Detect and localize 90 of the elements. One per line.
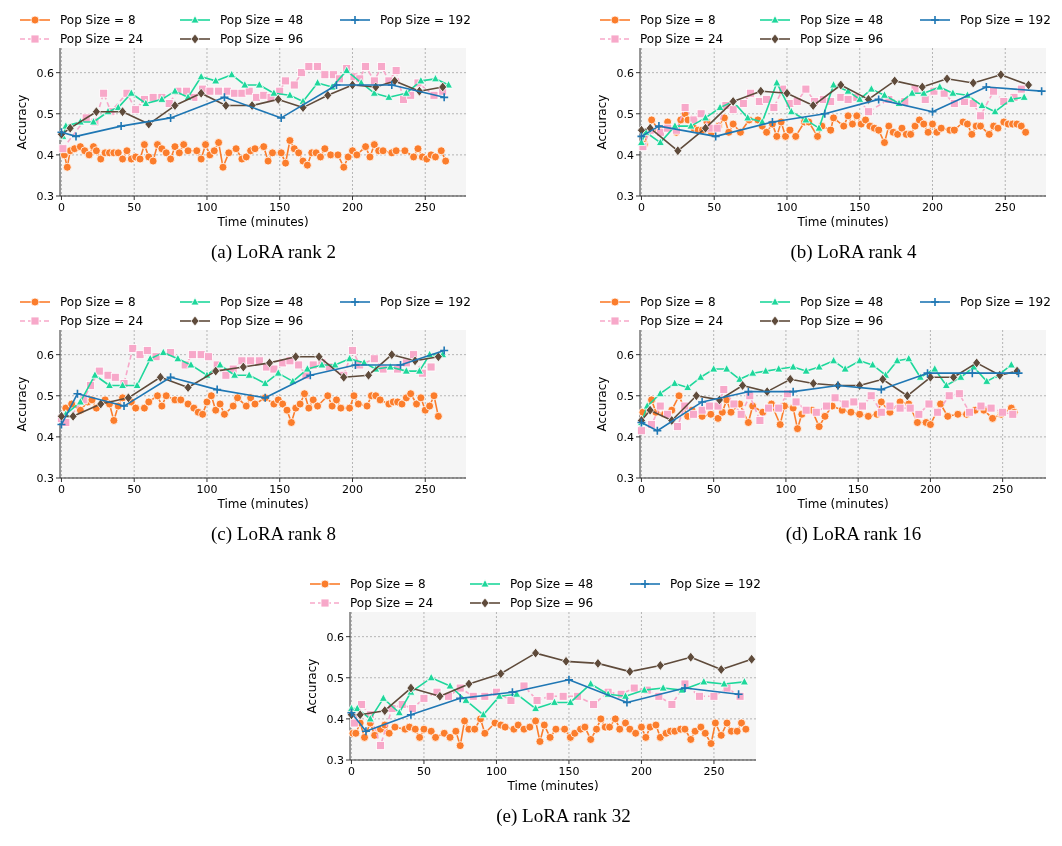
x-tick-label: 250	[992, 483, 1014, 496]
x-tick-label: 0	[347, 765, 355, 778]
y-tick-label: 0.5	[616, 107, 634, 121]
legend-label: Pop Size = 24	[350, 596, 434, 610]
x-tick-label: 250	[414, 483, 436, 496]
x-axis-title: Time (minutes)	[216, 215, 309, 229]
x-axis-title: Time (minutes)	[216, 497, 309, 511]
text: (c) LoRA rank 8	[210, 523, 337, 545]
x-tick-label: 200	[341, 483, 363, 496]
legend-label: Pop Size = 96	[800, 314, 884, 328]
x-tick-label: 150	[558, 765, 580, 778]
x-tick-label: 50	[707, 201, 722, 214]
y-axis-title: Accuracy	[305, 658, 319, 714]
y-axis-title: Accuracy	[595, 94, 609, 150]
legend-label: Pop Size = 8	[60, 13, 136, 27]
legend-label: Pop Size = 8	[640, 295, 716, 309]
x-tick-label: 200	[630, 765, 652, 778]
text: (b) LoRA rank 4	[790, 241, 918, 263]
legend-label: Pop Size = 192	[960, 13, 1051, 27]
y-tick-label: 0.5	[616, 389, 634, 403]
text: (e) LoRA rank 32	[496, 805, 631, 827]
y-tick-label: 0.5	[36, 389, 54, 403]
y-tick-label: 0.3	[36, 190, 54, 203]
x-tick-label: 50	[416, 765, 431, 778]
legend-label: Pop Size = 96	[220, 314, 304, 328]
y-tick-label: 0.4	[326, 712, 344, 726]
y-axis-title: Accuracy	[15, 376, 29, 432]
x-tick-label: 150	[849, 201, 871, 214]
legend-label: Pop Size = 96	[800, 32, 884, 46]
x-tick-label: 0	[57, 201, 65, 214]
x-tick-label: 0	[57, 483, 65, 496]
text: (d) LoRA rank 16	[785, 523, 922, 545]
y-tick-label: 0.3	[326, 754, 344, 767]
x-tick-label: 50	[706, 483, 721, 496]
x-tick-label: 0	[637, 201, 645, 214]
legend-label: Pop Size = 48	[220, 13, 304, 27]
text: (a) LoRA rank 2	[210, 241, 337, 263]
x-axis-title: Time (minutes)	[796, 497, 889, 511]
y-tick-label: 0.4	[616, 148, 634, 162]
y-tick-label: 0.5	[326, 671, 344, 685]
y-tick-label: 0.4	[36, 430, 54, 444]
y-tick-label: 0.6	[36, 348, 54, 362]
y-tick-label: 0.5	[36, 107, 54, 121]
legend-label: Pop Size = 192	[960, 295, 1051, 309]
legend-label: Pop Size = 24	[640, 32, 724, 46]
legend-label: Pop Size = 48	[800, 295, 884, 309]
legend-label: Pop Size = 24	[640, 314, 724, 328]
x-tick-label: 100	[196, 201, 218, 214]
legend-label: Pop Size = 48	[510, 577, 594, 591]
y-tick-label: 0.4	[36, 148, 54, 162]
legend-label: Pop Size = 24	[60, 32, 144, 46]
legend-label: Pop Size = 96	[220, 32, 304, 46]
x-tick-label: 150	[269, 483, 291, 496]
legend-label: Pop Size = 96	[510, 596, 594, 610]
y-tick-label: 0.6	[326, 630, 344, 644]
y-tick-label: 0.6	[616, 66, 634, 80]
legend-label: Pop Size = 8	[640, 13, 716, 27]
y-axis-title: Accuracy	[15, 94, 29, 150]
x-tick-label: 250	[703, 765, 725, 778]
legend-label: Pop Size = 48	[220, 295, 304, 309]
legend-label: Pop Size = 192	[380, 13, 471, 27]
x-axis-title: Time (minutes)	[796, 215, 889, 229]
x-axis-title: Time (minutes)	[506, 779, 599, 793]
legend-label: Pop Size = 8	[60, 295, 136, 309]
y-axis-title: Accuracy	[595, 376, 609, 432]
legend-label: Pop Size = 192	[670, 577, 761, 591]
y-tick-label: 0.6	[36, 66, 54, 80]
y-tick-label: 0.3	[36, 472, 54, 485]
legend-label: Pop Size = 192	[380, 295, 471, 309]
x-tick-label: 200	[921, 201, 943, 214]
x-tick-label: 150	[847, 483, 869, 496]
legend-label: Pop Size = 8	[350, 577, 426, 591]
x-tick-label: 250	[414, 201, 436, 214]
x-tick-label: 250	[994, 201, 1016, 214]
x-tick-label: 100	[775, 483, 797, 496]
x-tick-label: 200	[919, 483, 941, 496]
y-tick-label: 0.6	[616, 348, 634, 362]
x-tick-label: 100	[196, 483, 218, 496]
x-tick-label: 50	[127, 201, 142, 214]
x-tick-label: 100	[776, 201, 798, 214]
y-tick-label: 0.4	[616, 430, 634, 444]
y-tick-label: 0.3	[616, 190, 634, 203]
legend-label: Pop Size = 24	[60, 314, 144, 328]
x-tick-label: 200	[341, 201, 363, 214]
x-tick-label: 0	[637, 483, 645, 496]
y-tick-label: 0.3	[616, 472, 634, 485]
x-tick-label: 50	[127, 483, 142, 496]
x-tick-label: 100	[485, 765, 507, 778]
legend-label: Pop Size = 48	[800, 13, 884, 27]
x-tick-label: 150	[269, 201, 291, 214]
